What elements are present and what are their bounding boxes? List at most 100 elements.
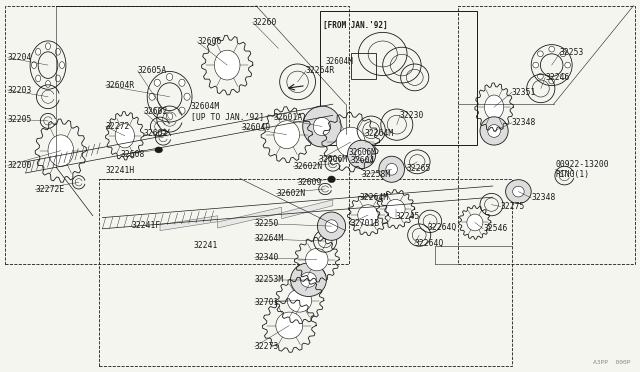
Text: 32273: 32273: [255, 342, 279, 351]
Ellipse shape: [480, 117, 508, 145]
Text: 32604M
[UP TO JAN.’92]: 32604M [UP TO JAN.’92]: [191, 102, 264, 121]
Ellipse shape: [287, 289, 312, 312]
Ellipse shape: [560, 74, 566, 79]
Ellipse shape: [36, 75, 40, 82]
Ellipse shape: [328, 176, 335, 183]
Ellipse shape: [179, 107, 185, 114]
Text: [FROM JAN.'92]: [FROM JAN.'92]: [323, 20, 388, 29]
Ellipse shape: [317, 212, 346, 240]
Ellipse shape: [45, 43, 51, 49]
Ellipse shape: [538, 74, 543, 79]
Ellipse shape: [31, 62, 36, 68]
Ellipse shape: [300, 272, 317, 287]
Text: 32701: 32701: [255, 298, 279, 307]
Text: 32264M: 32264M: [360, 193, 389, 202]
Ellipse shape: [60, 62, 65, 68]
Text: 32265: 32265: [406, 164, 431, 173]
Ellipse shape: [291, 263, 326, 296]
Text: 32260: 32260: [253, 18, 277, 27]
Text: 32200: 32200: [8, 161, 32, 170]
Text: 32253: 32253: [560, 48, 584, 57]
Ellipse shape: [467, 214, 483, 231]
Text: 32264M: 32264M: [365, 129, 394, 138]
Ellipse shape: [154, 107, 161, 114]
Ellipse shape: [560, 51, 566, 57]
Text: 32275: 32275: [500, 202, 525, 211]
Ellipse shape: [484, 95, 504, 119]
Text: 32264Q: 32264Q: [428, 223, 457, 232]
Text: 32250: 32250: [255, 219, 279, 228]
Ellipse shape: [115, 124, 134, 148]
Ellipse shape: [303, 106, 341, 147]
Text: 32272: 32272: [106, 122, 130, 131]
Polygon shape: [282, 200, 333, 219]
Ellipse shape: [166, 113, 173, 120]
Text: 32264Q: 32264Q: [415, 239, 444, 248]
Text: 00922-13200
RING(1): 00922-13200 RING(1): [556, 160, 609, 179]
Text: 32203: 32203: [8, 86, 32, 94]
Text: 32351: 32351: [512, 88, 536, 97]
Text: 32204: 32204: [8, 53, 32, 62]
Text: 32230: 32230: [400, 111, 424, 120]
Text: 32604R: 32604R: [106, 81, 135, 90]
Ellipse shape: [506, 180, 531, 203]
Ellipse shape: [155, 147, 163, 153]
Ellipse shape: [538, 51, 543, 57]
Ellipse shape: [166, 73, 173, 80]
Text: 32602: 32602: [144, 107, 168, 116]
Ellipse shape: [48, 135, 74, 167]
Ellipse shape: [274, 121, 300, 148]
Text: 32205: 32205: [8, 115, 32, 124]
Ellipse shape: [549, 46, 554, 52]
Text: 32602N: 32602N: [276, 189, 306, 198]
Text: 32348: 32348: [531, 193, 556, 202]
Text: 32606: 32606: [197, 37, 221, 46]
Text: 32246: 32246: [545, 73, 570, 82]
Ellipse shape: [306, 248, 328, 271]
Ellipse shape: [348, 140, 376, 169]
Ellipse shape: [325, 220, 338, 232]
Text: 32602: 32602: [144, 129, 168, 138]
Ellipse shape: [386, 163, 397, 175]
Ellipse shape: [513, 186, 524, 197]
Text: 32264R: 32264R: [306, 66, 335, 75]
Text: 32604: 32604: [351, 156, 375, 165]
Ellipse shape: [276, 312, 303, 339]
Ellipse shape: [379, 156, 404, 182]
Text: 32604M: 32604M: [325, 57, 353, 66]
Ellipse shape: [45, 81, 51, 87]
Text: A3PP  000P: A3PP 000P: [593, 360, 630, 365]
Ellipse shape: [314, 117, 331, 136]
Ellipse shape: [386, 199, 405, 219]
Ellipse shape: [184, 93, 190, 100]
Ellipse shape: [488, 125, 500, 137]
Ellipse shape: [36, 48, 40, 55]
Text: 32546: 32546: [483, 224, 508, 233]
Text: 32609: 32609: [298, 178, 322, 187]
Ellipse shape: [179, 79, 185, 86]
Text: 32264M: 32264M: [255, 234, 284, 243]
Text: 32608: 32608: [120, 150, 145, 159]
Text: 32606M: 32606M: [349, 148, 376, 157]
Ellipse shape: [533, 62, 539, 68]
Ellipse shape: [358, 205, 378, 225]
Text: 32701B: 32701B: [351, 219, 380, 228]
Text: 326040: 326040: [242, 123, 271, 132]
Ellipse shape: [337, 127, 365, 157]
Text: 32348: 32348: [512, 118, 536, 127]
Text: 32241F: 32241F: [131, 221, 161, 230]
Text: 32253M: 32253M: [255, 275, 284, 284]
Polygon shape: [218, 207, 282, 228]
Ellipse shape: [564, 62, 570, 68]
Text: 32272E: 32272E: [35, 185, 65, 194]
Text: 32340: 32340: [255, 253, 279, 262]
Text: 32245: 32245: [396, 212, 420, 221]
Polygon shape: [160, 216, 218, 231]
Ellipse shape: [56, 75, 60, 82]
Ellipse shape: [549, 78, 554, 84]
Bar: [351, 53, 376, 79]
Ellipse shape: [149, 93, 156, 100]
Text: 32602N: 32602N: [293, 162, 323, 171]
Ellipse shape: [214, 50, 240, 80]
Text: 32241: 32241: [193, 241, 218, 250]
